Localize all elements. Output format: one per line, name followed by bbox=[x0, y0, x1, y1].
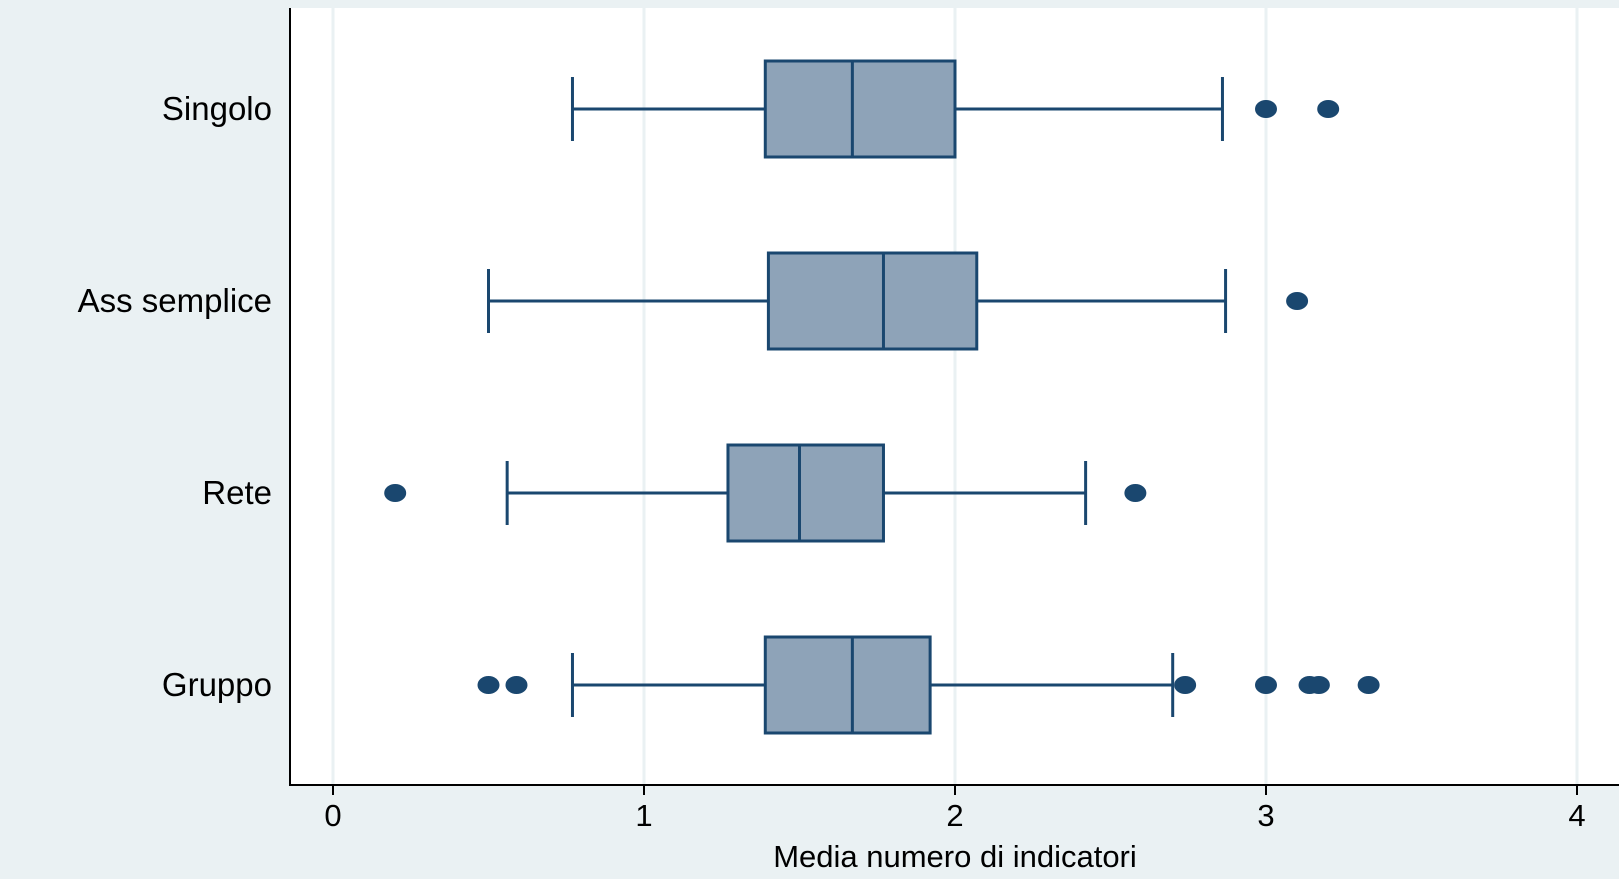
x-tick-label: 2 bbox=[946, 798, 963, 833]
y-category-label: Rete bbox=[202, 474, 272, 511]
axes bbox=[289, 8, 1619, 795]
outlier-point bbox=[384, 484, 407, 502]
x-tick-label: 3 bbox=[1257, 798, 1274, 833]
y-category-label: Ass semplice bbox=[78, 282, 272, 319]
outlier-point bbox=[1255, 676, 1277, 694]
box-rete bbox=[384, 443, 1147, 543]
iqr-box bbox=[763, 635, 932, 735]
outlier-point bbox=[1307, 676, 1330, 694]
iqr-box bbox=[763, 59, 957, 159]
axis-labels: 0 1 2 3 4 Singolo Ass semplice Rete Gruppo bbox=[78, 90, 1586, 833]
outlier-point bbox=[1124, 484, 1147, 502]
outlier-point bbox=[477, 676, 500, 694]
outlier-point bbox=[1317, 100, 1340, 118]
outlier-point bbox=[1255, 100, 1277, 118]
outlier-point bbox=[505, 676, 528, 694]
outlier-point bbox=[1174, 676, 1197, 694]
boxes bbox=[384, 59, 1380, 735]
x-tick-label: 1 bbox=[635, 798, 652, 833]
box-gruppo bbox=[477, 635, 1380, 735]
outlier-point bbox=[1357, 676, 1380, 694]
box-ass-semplice bbox=[487, 251, 1309, 351]
x-tick-label: 4 bbox=[1568, 798, 1585, 833]
x-tick-label: 0 bbox=[324, 798, 341, 833]
y-category-label: Singolo bbox=[162, 90, 272, 127]
iqr-box bbox=[726, 443, 885, 543]
y-category-label: Gruppo bbox=[162, 666, 272, 703]
grid-lines bbox=[331, 8, 1579, 785]
iqr-box bbox=[766, 251, 979, 351]
x-axis-title: Media numero di indicatori bbox=[773, 839, 1137, 874]
box-singolo bbox=[570, 59, 1340, 159]
outlier-point bbox=[1286, 292, 1309, 310]
